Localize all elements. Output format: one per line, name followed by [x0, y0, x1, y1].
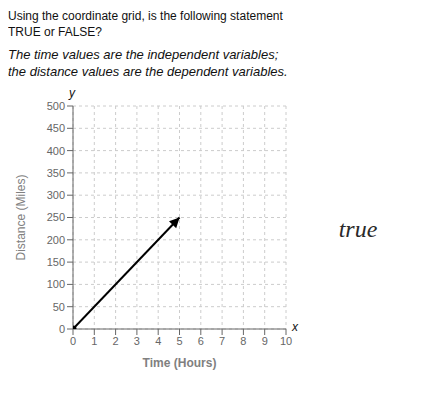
svg-text:350: 350 — [47, 167, 65, 179]
svg-text:Distance (Miles): Distance (Miles) — [14, 174, 28, 260]
svg-text:9: 9 — [262, 335, 268, 347]
svg-text:1: 1 — [91, 335, 97, 347]
svg-text:400: 400 — [47, 145, 65, 157]
html-text:Using the coordinate grid, is: Using the coordinate grid, is the follow… — [8, 9, 283, 23]
svg-text:7: 7 — [219, 335, 225, 347]
svg-text:10: 10 — [280, 335, 292, 347]
svg-text:3: 3 — [134, 335, 140, 347]
svg-text:50: 50 — [53, 301, 65, 313]
svg-text:2: 2 — [113, 335, 119, 347]
html-text:the distance values are the de: the distance values are the dependent va… — [8, 64, 288, 79]
svg-text:8: 8 — [240, 335, 246, 347]
svg-text:300: 300 — [47, 189, 65, 201]
html-text:The time values are the indepe: The time values are the independent vari… — [8, 47, 279, 62]
svg-text:250: 250 — [47, 211, 65, 223]
svg-text:200: 200 — [47, 234, 65, 246]
svg-text:Time (Hours): Time (Hours) — [143, 356, 217, 370]
svg-text:500: 500 — [47, 100, 65, 112]
html-text:TRUE or FALSE?: TRUE or FALSE? — [8, 25, 102, 39]
svg-text:5: 5 — [176, 335, 182, 347]
html-text:true: true — [338, 215, 378, 242]
svg-text:6: 6 — [198, 335, 204, 347]
svg-text:4: 4 — [155, 335, 161, 347]
svg-text:450: 450 — [47, 122, 65, 134]
svg-text:0: 0 — [59, 323, 65, 335]
svg-text:150: 150 — [47, 256, 65, 268]
svg-text:100: 100 — [47, 278, 65, 290]
html-text:x: x — [292, 320, 298, 334]
svg-text:0: 0 — [70, 335, 76, 347]
html-text:y: y — [69, 86, 75, 100]
